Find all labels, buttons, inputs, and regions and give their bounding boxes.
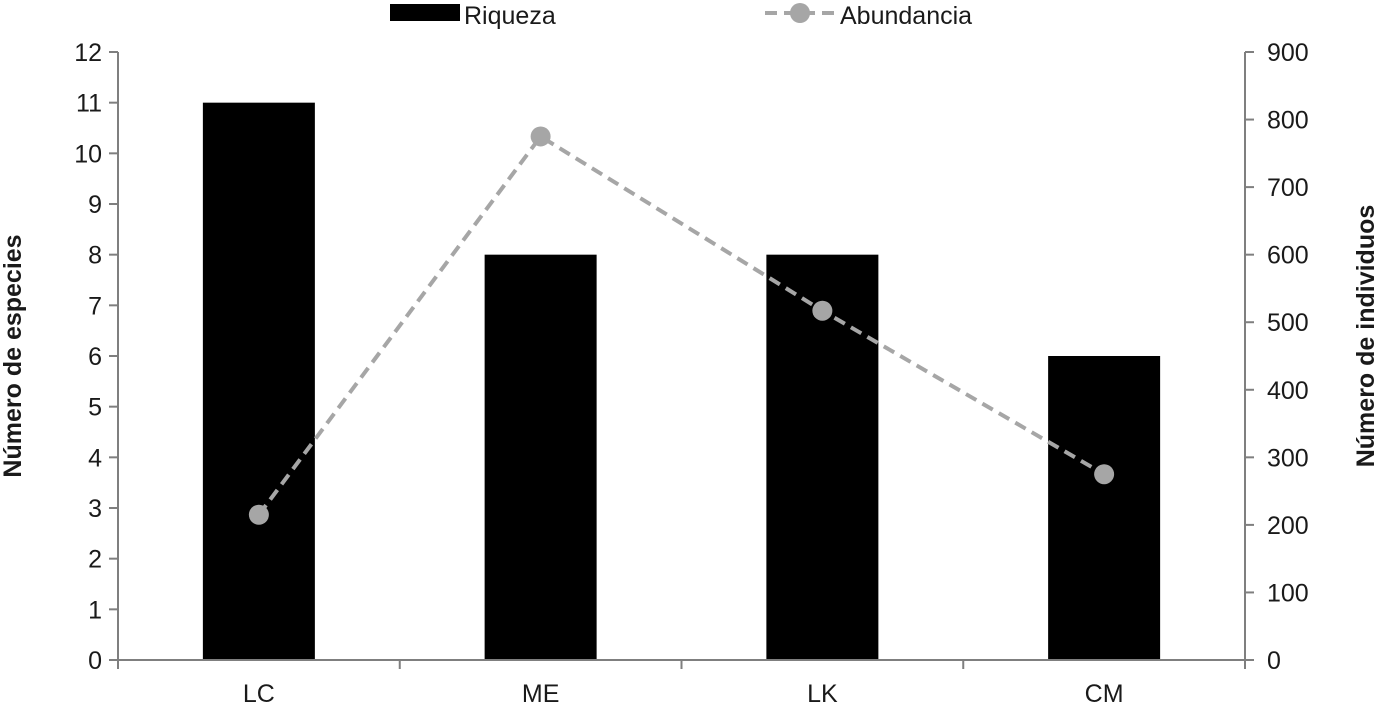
abundancia-line [257, 133, 1106, 516]
bar-lk [766, 254, 879, 660]
left-tick-label: 0 [88, 647, 102, 675]
right-tick-label: 900 [1267, 39, 1309, 67]
left-tick-label: 3 [88, 495, 102, 523]
bar-me [484, 254, 597, 660]
bar-cm [1048, 356, 1161, 660]
right-tick-label: 600 [1267, 242, 1309, 270]
y2-axis-title: Número de individuos [1352, 205, 1380, 468]
axes-group: 0123456789101112010020030040050060070080… [0, 39, 1380, 707]
bar-lc [202, 102, 315, 660]
legend-label-riqueza: Riqueza [464, 2, 556, 30]
right-tick-label: 700 [1267, 174, 1309, 202]
right-tick-label: 500 [1267, 309, 1309, 337]
x-tick-label: LK [807, 680, 838, 707]
left-tick-label: 11 [76, 90, 102, 118]
left-tick-label: 5 [88, 394, 102, 422]
left-tick-label: 10 [74, 140, 102, 168]
left-tick-label: 8 [88, 242, 102, 270]
right-tick-label: 800 [1267, 107, 1309, 135]
left-tick-label: 9 [88, 191, 102, 219]
abundancia-point-lk [812, 300, 833, 321]
left-tick-label: 12 [74, 39, 102, 67]
left-tick-label: 2 [88, 546, 102, 574]
legend: Riqueza Abundancia [390, 2, 972, 30]
right-tick-label: 300 [1267, 444, 1309, 472]
legend-bar-swatch [390, 4, 460, 21]
x-tick-label: CM [1085, 680, 1124, 707]
right-tick-label: 400 [1267, 377, 1309, 405]
right-tick-label: 0 [1267, 647, 1281, 675]
legend-marker [790, 3, 810, 23]
bars-group [202, 102, 1161, 660]
right-tick-label: 100 [1267, 579, 1309, 607]
left-tick-label: 6 [88, 343, 102, 371]
legend-label-abundancia: Abundancia [840, 2, 972, 30]
abundancia-point-cm [1094, 464, 1115, 485]
x-tick-label: ME [522, 680, 560, 707]
right-tick-label: 200 [1267, 512, 1309, 540]
x-tick-label: LC [243, 680, 275, 707]
left-tick-label: 7 [88, 292, 102, 320]
line-group [248, 126, 1115, 525]
abundancia-point-me [530, 126, 551, 147]
left-tick-label: 1 [88, 596, 102, 624]
y-axis-title: Número de especies [0, 234, 27, 477]
abundancia-point-lc [248, 504, 269, 525]
left-tick-label: 4 [88, 444, 102, 472]
